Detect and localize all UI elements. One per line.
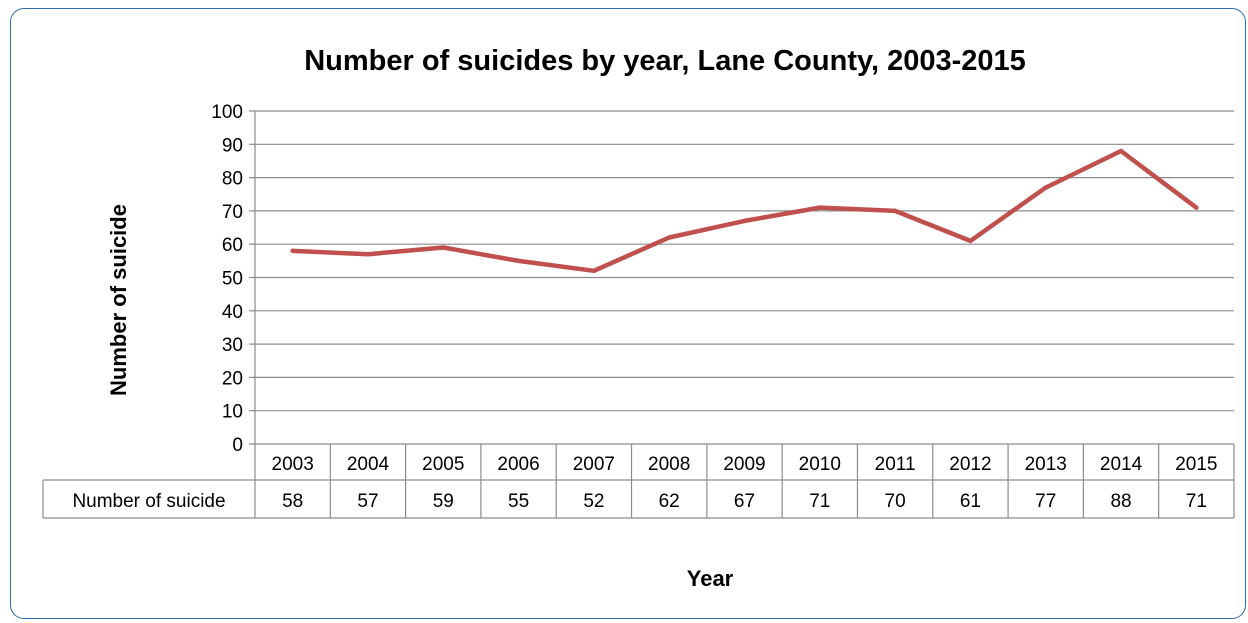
x-tick-label: 2010 xyxy=(799,454,841,475)
data-label: 61 xyxy=(960,491,981,512)
data-label: 67 xyxy=(734,491,755,512)
x-tick-label: 2006 xyxy=(497,454,539,475)
data-label: 52 xyxy=(583,491,604,512)
x-tick-label: 2008 xyxy=(648,454,690,475)
y-tick-label: 30 xyxy=(222,335,243,356)
data-point xyxy=(892,208,898,214)
chart-title: Number of suicides by year, Lane County,… xyxy=(304,45,1026,77)
data-label: 59 xyxy=(433,491,454,512)
data-point xyxy=(365,251,371,257)
x-tick-label: 2014 xyxy=(1100,454,1143,475)
x-axis-title: Year xyxy=(687,566,734,591)
y-tick-label: 0 xyxy=(232,435,243,456)
data-label: 71 xyxy=(1186,491,1207,512)
data-label: 88 xyxy=(1110,491,1131,512)
x-tick-label: 2013 xyxy=(1025,454,1067,475)
y-tick-label: 90 xyxy=(222,135,243,156)
data-point xyxy=(516,258,521,264)
y-tick-label: 100 xyxy=(211,102,243,123)
gridlines xyxy=(249,110,1234,445)
y-tick-label: 80 xyxy=(222,169,243,190)
data-point xyxy=(591,268,597,274)
x-tick-label: 2004 xyxy=(347,454,390,475)
series-layer xyxy=(290,148,1199,274)
data-point xyxy=(742,218,747,224)
data-label: 62 xyxy=(659,491,680,512)
data-point xyxy=(441,245,446,250)
table-series-label: Number of suicide xyxy=(72,491,225,512)
y-tick-label: 60 xyxy=(222,235,243,256)
y-axis-ticks: 0 10 20 30 40 50 60 70 80 90 100 xyxy=(211,102,243,456)
data-point xyxy=(666,235,672,240)
data-label: 55 xyxy=(508,491,529,512)
data-point xyxy=(1043,185,1048,190)
data-label: 71 xyxy=(809,491,830,512)
data-label: 77 xyxy=(1035,491,1056,512)
data-point xyxy=(1118,148,1124,154)
y-axis-title: Number of suicide xyxy=(106,204,131,396)
y-tick-label: 10 xyxy=(222,402,243,423)
x-tick-label: 2009 xyxy=(723,454,765,475)
data-point xyxy=(1194,205,1199,210)
data-label: 70 xyxy=(885,491,906,512)
x-tick-label: 2015 xyxy=(1175,454,1217,475)
y-tick-label: 50 xyxy=(222,269,243,290)
data-label: 58 xyxy=(282,491,303,512)
x-tick-label: 2003 xyxy=(272,454,314,475)
data-point xyxy=(817,205,823,210)
x-tick-label: 2012 xyxy=(949,454,991,475)
x-tick-label: 2011 xyxy=(875,454,916,475)
x-tick-label: 2005 xyxy=(422,454,464,475)
y-tick-label: 70 xyxy=(222,202,243,223)
data-label: 57 xyxy=(357,491,378,512)
data-table: 2003 2004 2005 2006 2007 2008 2009 2010 2011 2012… xyxy=(42,443,1235,519)
data-point xyxy=(290,248,295,254)
y-tick-label: 20 xyxy=(222,368,243,389)
chart-frame xyxy=(10,8,1246,619)
data-point xyxy=(968,238,973,244)
y-tick-label: 40 xyxy=(222,302,243,323)
x-tick-label: 2007 xyxy=(573,454,615,475)
